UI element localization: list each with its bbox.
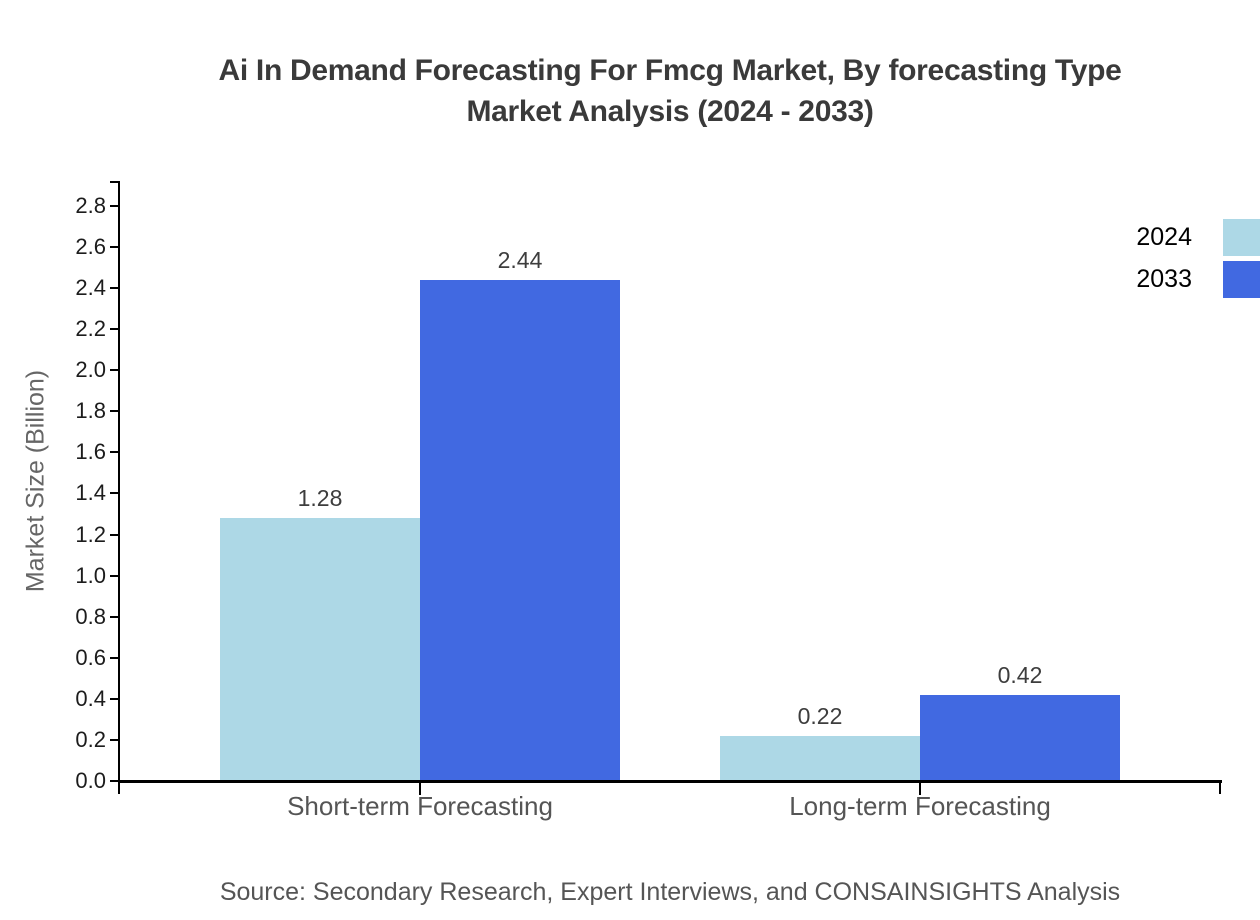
y-axis-line: [118, 181, 120, 783]
y-tick-label-0.4: 0.4: [75, 686, 106, 711]
legend-swatch-2024: [1223, 219, 1260, 256]
y-tick-label-1.8: 1.8: [75, 398, 106, 423]
y-tick-1.4: [110, 492, 118, 494]
y-tick-2.0: [110, 369, 118, 371]
y-tick-0.8: [110, 616, 118, 618]
y-tick-label-1.2: 1.2: [75, 522, 106, 547]
y-tick-label-0.6: 0.6: [75, 645, 106, 670]
y-tick-label-0.2: 0.2: [75, 727, 106, 752]
bar-value-2024-long-term-forecasting: 0.22: [797, 703, 843, 729]
bar-value-2033-short-term-forecasting: 2.44: [497, 247, 543, 273]
legend-label-2024: 2024: [1136, 223, 1192, 251]
y-tick-2.6: [110, 246, 118, 248]
y-tick-label-1.6: 1.6: [75, 439, 106, 464]
bar-2024-short-term-forecasting[interactable]: [220, 518, 420, 781]
y-tick-label-2.0: 2.0: [75, 357, 106, 382]
y-tick-0.6: [110, 657, 118, 659]
y-tick-label-0.0: 0.0: [75, 768, 106, 793]
y-tick-1.8: [110, 410, 118, 412]
source-note: Source: Secondary Research, Expert Inter…: [219, 878, 1121, 906]
bar-value-2024-short-term-forecasting: 1.28: [297, 485, 343, 511]
y-tick-1.6: [110, 451, 118, 453]
legend-label-2033: 2033: [1136, 265, 1192, 293]
bar-2024-long-term-forecasting[interactable]: [720, 736, 920, 781]
y-tick-label-1.4: 1.4: [75, 480, 106, 505]
x-tick-long-term-forecasting: [919, 783, 921, 795]
y-tick-0.2: [110, 739, 118, 741]
y-tick-2.2: [110, 328, 118, 330]
y-tick-1.0: [110, 575, 118, 577]
y-tick-label-0.8: 0.8: [75, 604, 106, 629]
x-axis-right-cap: [1219, 780, 1221, 794]
chart-title: Ai In Demand Forecasting For Fmcg Market…: [120, 50, 1220, 132]
y-tick-0.4: [110, 698, 118, 700]
chart-title-line1: Ai In Demand Forecasting For Fmcg Market…: [218, 54, 1122, 87]
bar-value-2033-long-term-forecasting: 0.42: [997, 662, 1043, 688]
y-tick-label-2.6: 2.6: [75, 234, 106, 259]
x-tick-short-term-forecasting: [419, 783, 421, 795]
category-label-long-term-forecasting: Long-term Forecasting: [789, 791, 1051, 821]
bar-2033-long-term-forecasting[interactable]: [920, 695, 1120, 781]
y-tick-2.4: [110, 287, 118, 289]
legend: 2024 2033: [1136, 219, 1260, 298]
legend-swatch-2033: [1223, 261, 1260, 298]
y-tick-label-1.0: 1.0: [75, 563, 106, 588]
chart-title-line2: Market Analysis (2024 - 2033): [466, 95, 874, 128]
category-label-short-term-forecasting: Short-term Forecasting: [287, 791, 553, 821]
y-tick-2.8: [110, 205, 118, 207]
bar-2033-short-term-forecasting[interactable]: [420, 280, 620, 781]
legend-item-2033[interactable]: 2033: [1136, 261, 1260, 298]
y-tick-0.0: [110, 780, 118, 782]
x-axis-left-cap: [118, 780, 120, 794]
y-tick-1.2: [110, 534, 118, 536]
y-tick-label-2.2: 2.2: [75, 316, 106, 341]
x-axis-line: [118, 780, 1222, 783]
y-axis-end-cap: [110, 181, 118, 183]
y-tick-label-2.4: 2.4: [75, 275, 106, 300]
y-tick-label-2.8: 2.8: [75, 193, 106, 218]
legend-item-2024[interactable]: 2024: [1136, 219, 1260, 256]
